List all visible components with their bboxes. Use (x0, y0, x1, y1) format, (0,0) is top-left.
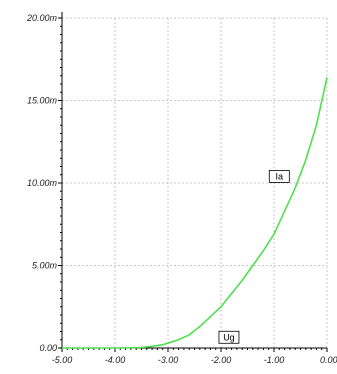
y-tick-label: 0.00 (39, 343, 57, 353)
series-line (62, 77, 328, 349)
axes (58, 12, 328, 352)
x-tick-label: 0.00 (320, 355, 337, 365)
annotation-tag: Ia (268, 169, 290, 183)
annotation-label: Ug (223, 332, 235, 342)
x-tick-label: -4.00 (105, 355, 126, 365)
x-tick-label: -5.00 (52, 355, 73, 365)
grid (62, 17, 328, 348)
y-tick-label: 15.00m (27, 96, 58, 106)
annotation-tag: Ug (218, 330, 240, 344)
x-tick-label: -3.00 (158, 355, 179, 365)
annotations: Ia Ug (218, 169, 290, 344)
x-tick-label: -2.00 (211, 355, 232, 365)
series (62, 77, 328, 349)
annotation-box (218, 330, 240, 344)
tick-labels: 0.00 5.00m 10.00m 15.00m 20.00m -5.00 -4.00 -3.… (26, 13, 337, 365)
y-tick-label: 5.00m (32, 261, 58, 271)
annotation-label: Ia (276, 171, 284, 181)
y-tick-label: 20.00m (26, 13, 58, 23)
x-tick-label: -1.00 (264, 355, 285, 365)
y-tick-label: 10.00m (27, 178, 58, 188)
annotation-box (268, 169, 290, 183)
